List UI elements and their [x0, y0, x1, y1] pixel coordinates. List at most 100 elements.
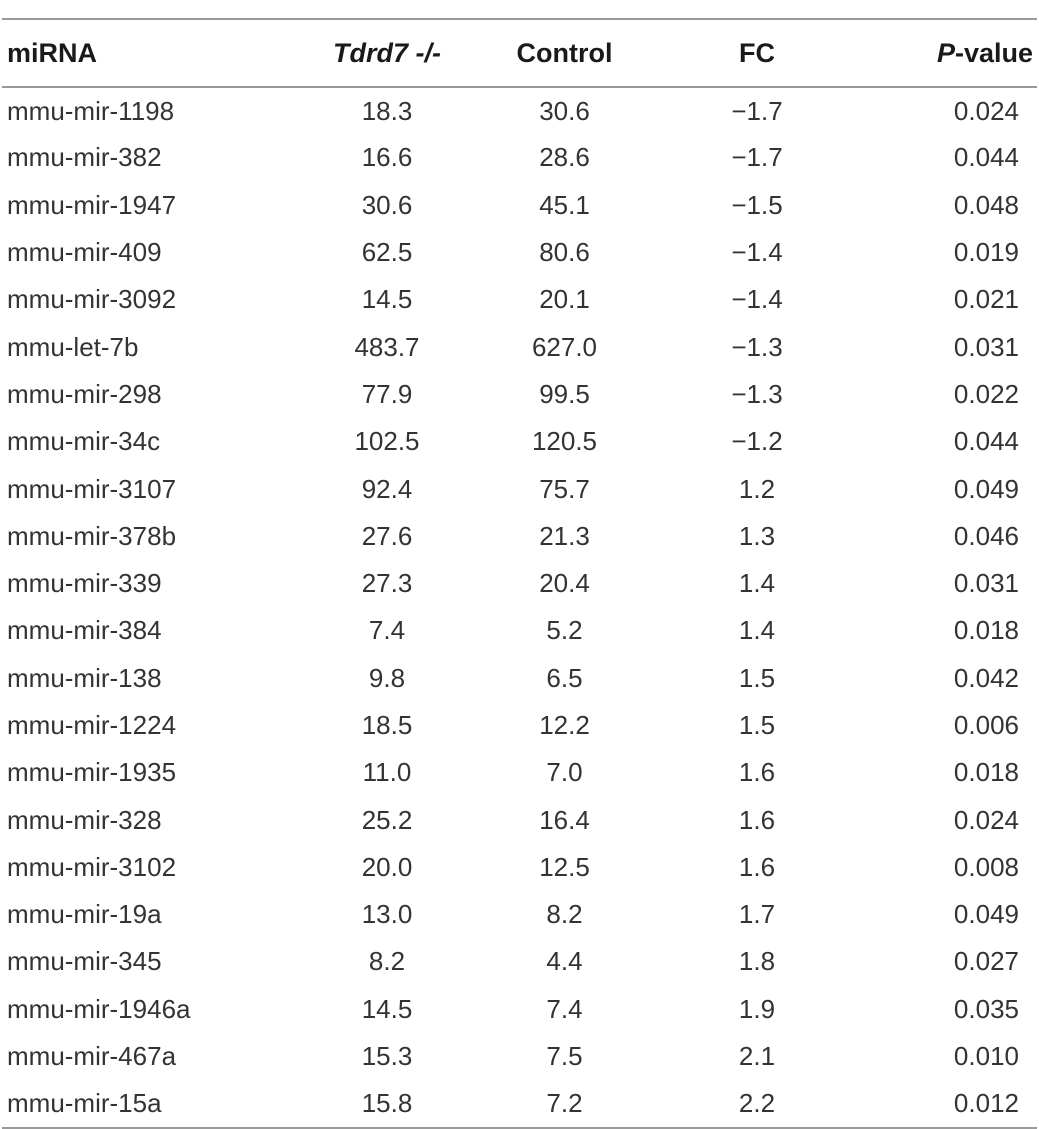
- cell-p-value: 0.012: [852, 1080, 1037, 1129]
- table-row: mmu-mir-1224 18.5 12.2 1.5 0.006: [2, 702, 1037, 749]
- cell-tdrd7: 27.6: [361, 520, 413, 551]
- top-spacer: [0, 0, 1039, 18]
- header-mirna: miRNA: [2, 18, 267, 88]
- cell-mirna: mmu-mir-1198: [7, 95, 175, 126]
- table-body: mmu-mir-1198 18.3 30.6 −1.7 0.024 mmu-mir-382…: [2, 87, 1037, 1129]
- cell-control: 30.6: [539, 95, 590, 126]
- cell-control: 4.4: [546, 946, 583, 977]
- cell-control: 12.2: [539, 710, 590, 740]
- header-tdrd7-gene: Tdrd7: [332, 37, 408, 68]
- cell-p-value: 0.008: [953, 851, 1019, 882]
- cell-p-value: 0.048: [953, 189, 1019, 220]
- cell-tdrd7: 8.2: [368, 946, 406, 977]
- cell-control: 6.5: [546, 662, 583, 693]
- cell-fold-change: 1.2: [738, 473, 776, 504]
- header-p-suffix: -value: [954, 37, 1033, 68]
- table-row: mmu-mir-345 8.2 4.4 1.8 0.027: [2, 938, 1037, 985]
- cell-p-value: 0.044: [953, 426, 1019, 457]
- cell-mirna: mmu-let-7b: [7, 331, 139, 362]
- cell-p-value: 0.044: [953, 142, 1019, 173]
- cell-control: 12.5: [539, 851, 590, 882]
- table-row: mmu-mir-467a 15.3 7.5 2.1 0.010: [2, 1033, 1037, 1080]
- cell-tdrd7: 13.0: [361, 899, 413, 930]
- table-row: mmu-mir-3092 14.5 20.1 −1.4 0.021: [2, 276, 1037, 323]
- cell-p-value: 0.035: [953, 993, 1019, 1024]
- cell-control: 28.6: [539, 142, 590, 173]
- cell-tdrd7: 18.3: [361, 95, 413, 126]
- cell-control: 21.3: [539, 520, 590, 551]
- cell-fold-change: 1.7: [738, 899, 776, 930]
- cell-control: 75.7: [539, 473, 590, 504]
- cell-mirna: mmu-mir-382: [7, 142, 162, 173]
- cell-fold-change: 1.3: [738, 520, 776, 551]
- cell-p-value: 0.024: [953, 95, 1019, 126]
- cell-mirna: mmu-mir-467a: [7, 1041, 177, 1072]
- cell-fold-change: −1.4: [731, 237, 783, 268]
- table-row: mmu-mir-1935 11.0 7.0 1.6 0.018: [2, 749, 1037, 796]
- cell-tdrd7: 16.6: [361, 142, 413, 173]
- cell-fold-change: 1.6: [738, 851, 776, 882]
- cell-mirna: mmu-mir-3107: [7, 473, 177, 504]
- table-row: mmu-mir-1947 30.6 45.1 −1.5 0.048: [2, 182, 1037, 229]
- cell-mirna: mmu-mir-339: [7, 568, 162, 599]
- cell-tdrd7: 62.5: [361, 237, 413, 268]
- cell-tdrd7: 14.5: [361, 993, 413, 1024]
- cell-fold-change: 2.2: [662, 1080, 852, 1129]
- table-row: mmu-mir-409 62.5 80.6 −1.4 0.019: [2, 229, 1037, 276]
- cell-tdrd7: 9.8: [368, 662, 406, 693]
- cell-control: 45.1: [539, 189, 590, 220]
- cell-fold-change: −1.5: [731, 189, 783, 220]
- cell-mirna: mmu-mir-378b: [7, 520, 177, 551]
- table-row: mmu-mir-3102 20.0 12.5 1.6 0.008: [2, 844, 1037, 891]
- header-p-value: P-value: [852, 18, 1037, 88]
- cell-p-value: 0.031: [953, 568, 1019, 599]
- cell-mirna: mmu-mir-138: [7, 662, 162, 693]
- cell-mirna: mmu-mir-345: [7, 946, 162, 977]
- cell-fold-change: 1.8: [738, 946, 776, 977]
- cell-control: 7.0: [546, 757, 583, 788]
- cell-fold-change: 2.1: [738, 1041, 776, 1072]
- cell-mirna: mmu-mir-1947: [7, 189, 177, 220]
- cell-p-value: 0.024: [953, 804, 1019, 835]
- cell-fold-change: 1.6: [738, 804, 776, 835]
- cell-tdrd7: 92.4: [361, 473, 413, 504]
- cell-control: 80.6: [539, 237, 590, 268]
- cell-control: 99.5: [539, 378, 590, 409]
- cell-fold-change: 1.9: [738, 993, 776, 1024]
- cell-p-value: 0.027: [953, 946, 1019, 977]
- cell-p-value: 0.042: [953, 662, 1019, 693]
- cell-tdrd7: 18.5: [361, 710, 413, 740]
- table-row: mmu-mir-19a 13.0 8.2 1.7 0.049: [2, 891, 1037, 938]
- table-row: mmu-mir-3107 92.4 75.7 1.2 0.049: [2, 465, 1037, 512]
- cell-p-value: 0.049: [953, 473, 1019, 504]
- cell-fold-change: 1.4: [738, 615, 776, 646]
- cell-p-value: 0.022: [953, 378, 1019, 409]
- cell-tdrd7: 30.6: [361, 189, 413, 220]
- cell-mirna: mmu-mir-328: [7, 804, 162, 835]
- cell-tdrd7: 15.3: [361, 1041, 413, 1072]
- cell-fold-change: −1.7: [731, 142, 783, 173]
- cell-tdrd7: 14.5: [361, 284, 413, 315]
- cell-fold-change: −1.4: [731, 284, 783, 315]
- cell-fold-change: −1.2: [731, 426, 783, 457]
- cell-p-value: 0.021: [953, 284, 1019, 315]
- table-row: mmu-mir-378b 27.6 21.3 1.3 0.046: [2, 513, 1037, 560]
- cell-control: 120.5: [531, 426, 598, 457]
- cell-p-value: 0.031: [953, 331, 1019, 362]
- cell-mirna: mmu-mir-3102: [7, 851, 177, 882]
- cell-p-value: 0.010: [953, 1041, 1019, 1072]
- cell-p-value: 0.049: [953, 899, 1019, 930]
- cell-control: 7.4: [546, 993, 583, 1024]
- cell-fold-change: −1.3: [731, 331, 783, 362]
- cell-control: 20.1: [539, 284, 590, 315]
- cell-mirna: mmu-mir-1224: [7, 710, 177, 740]
- cell-mirna: mmu-mir-3092: [7, 284, 177, 315]
- cell-mirna: mmu-mir-384: [7, 615, 162, 646]
- cell-p-value: 0.018: [953, 757, 1019, 788]
- table-row: mmu-mir-1198 18.3 30.6 −1.7 0.024: [2, 87, 1037, 134]
- table-row: mmu-mir-384 7.4 5.2 1.4 0.018: [2, 607, 1037, 654]
- cell-mirna: mmu-mir-1946a: [7, 993, 191, 1024]
- cell-control: 20.4: [539, 568, 590, 599]
- cell-tdrd7: 25.2: [361, 804, 413, 835]
